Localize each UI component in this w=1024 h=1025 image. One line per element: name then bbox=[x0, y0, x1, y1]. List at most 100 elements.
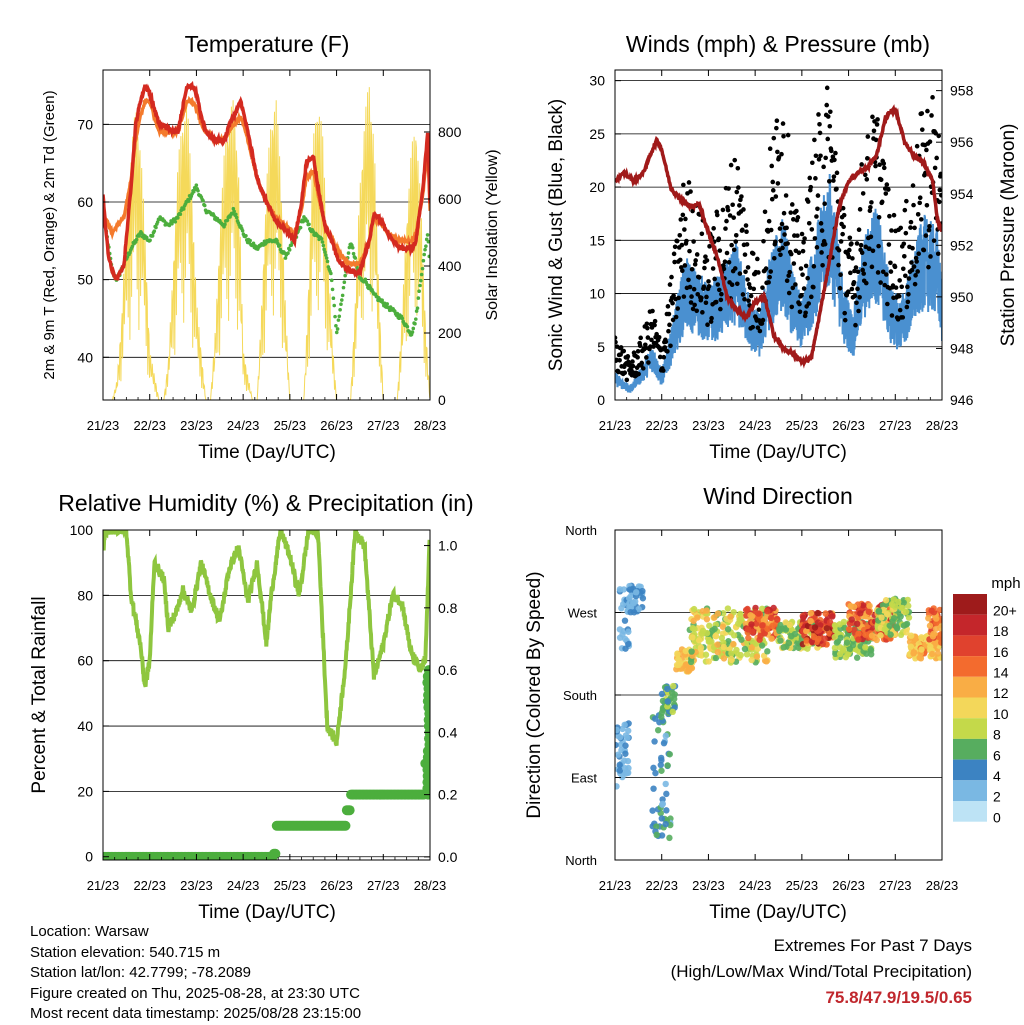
gust-point bbox=[740, 292, 746, 297]
x-tick-label: 27/23 bbox=[367, 418, 400, 433]
gust-point bbox=[774, 125, 779, 131]
gust-point bbox=[732, 266, 738, 271]
gust-point bbox=[690, 306, 696, 312]
direction-point bbox=[743, 651, 751, 658]
gust-point bbox=[908, 225, 913, 230]
direction-point bbox=[651, 715, 659, 722]
direction-point bbox=[826, 619, 834, 626]
dewpoint-point bbox=[342, 280, 347, 284]
gust-point bbox=[868, 204, 873, 210]
y2-tick-label: 954 bbox=[950, 186, 974, 202]
direction-point bbox=[625, 764, 632, 772]
dewpoint-point bbox=[240, 228, 245, 233]
gust-point bbox=[657, 354, 663, 360]
figure-created: Figure created on Thu, 2025-08-28, at 23… bbox=[30, 984, 360, 1002]
direction-point bbox=[803, 637, 810, 644]
dewpoint-point bbox=[319, 237, 324, 241]
gust-point bbox=[674, 238, 680, 244]
x-tick-label: 28/23 bbox=[926, 418, 959, 433]
gust-point bbox=[661, 368, 666, 373]
gust-point bbox=[927, 224, 932, 229]
y-tick-label: 0 bbox=[597, 392, 605, 408]
gust-point bbox=[904, 304, 910, 310]
gust-point bbox=[735, 165, 741, 171]
x-tick-label: 27/23 bbox=[367, 878, 400, 893]
gust-point bbox=[862, 261, 868, 267]
gust-point bbox=[667, 282, 673, 287]
gust-point bbox=[717, 248, 723, 253]
dewpoint-point bbox=[181, 207, 186, 211]
gust-point bbox=[900, 266, 906, 272]
direction-point bbox=[936, 606, 942, 614]
extremes-title: Extremes For Past 7 Days bbox=[773, 936, 972, 955]
y2-tick-label: 952 bbox=[950, 237, 974, 253]
x-tick-label: 26/23 bbox=[832, 418, 865, 433]
dewpoint-point bbox=[201, 198, 205, 203]
dewpoint-point bbox=[275, 239, 279, 243]
gust-point bbox=[905, 284, 910, 290]
gust-point bbox=[822, 201, 827, 207]
gust-point bbox=[755, 256, 760, 262]
gust-point bbox=[833, 150, 838, 156]
gust-point bbox=[859, 162, 864, 167]
gust-point bbox=[810, 160, 815, 166]
gust-point bbox=[906, 276, 912, 281]
gust-point bbox=[824, 102, 830, 108]
gust-point bbox=[615, 339, 618, 345]
x-tick-label: 23/23 bbox=[692, 418, 725, 433]
direction-point bbox=[833, 639, 841, 646]
direction-point bbox=[652, 769, 659, 777]
gust-point bbox=[875, 270, 881, 275]
x-tick-label: 25/23 bbox=[274, 878, 307, 893]
gust-point bbox=[889, 228, 894, 233]
gust-point bbox=[720, 207, 726, 213]
gust-point bbox=[734, 281, 740, 287]
dewpoint-point bbox=[322, 247, 326, 252]
gust-point bbox=[780, 245, 785, 251]
direction-point bbox=[658, 767, 665, 774]
dewpoint-point bbox=[343, 273, 347, 278]
temperature-y2label: Solar Insolation (Yellow) bbox=[484, 149, 501, 320]
gust-point bbox=[686, 277, 691, 283]
direction-point bbox=[786, 621, 793, 629]
legend-swatch bbox=[953, 697, 987, 719]
gust-point bbox=[870, 248, 876, 254]
gust-point bbox=[774, 118, 780, 124]
direction-point bbox=[886, 622, 893, 629]
gust-point bbox=[762, 209, 768, 215]
gust-point bbox=[646, 360, 651, 365]
extremes-values: 75.8/47.9/19.5/0.65 bbox=[825, 988, 972, 1007]
x-tick-label: 28/23 bbox=[926, 878, 959, 893]
gust-point bbox=[791, 217, 796, 222]
gust-point bbox=[770, 188, 776, 193]
direction-point bbox=[703, 607, 710, 614]
gust-point bbox=[670, 300, 675, 306]
dewpoint-point bbox=[421, 258, 426, 263]
gust-point bbox=[807, 175, 813, 181]
direction-point bbox=[728, 650, 735, 657]
direction-point bbox=[900, 599, 907, 606]
dewpoint-point bbox=[148, 238, 152, 243]
gust-point bbox=[898, 225, 904, 231]
gust-point bbox=[757, 328, 763, 334]
gust-point bbox=[933, 130, 938, 136]
gust-point bbox=[721, 266, 727, 272]
gust-point bbox=[722, 259, 728, 264]
direction-point bbox=[776, 627, 783, 635]
gust-point bbox=[689, 266, 695, 272]
gust-point bbox=[699, 295, 704, 301]
gust-point bbox=[896, 293, 902, 299]
y-tick-label: 60 bbox=[77, 194, 93, 210]
gust-point bbox=[704, 258, 710, 263]
direction-point bbox=[687, 658, 695, 666]
gust-point bbox=[788, 251, 794, 257]
gust-point bbox=[719, 291, 724, 297]
gust-point bbox=[677, 257, 683, 263]
gust-point bbox=[865, 156, 870, 161]
direction-panel: Wind Direction 21/23 22/23 23/23 24/23 25/23… bbox=[524, 483, 1021, 923]
gust-point bbox=[682, 263, 688, 268]
gust-point bbox=[814, 245, 820, 250]
direction-point bbox=[764, 607, 771, 615]
gust-point bbox=[703, 300, 709, 306]
gust-point bbox=[771, 255, 777, 261]
